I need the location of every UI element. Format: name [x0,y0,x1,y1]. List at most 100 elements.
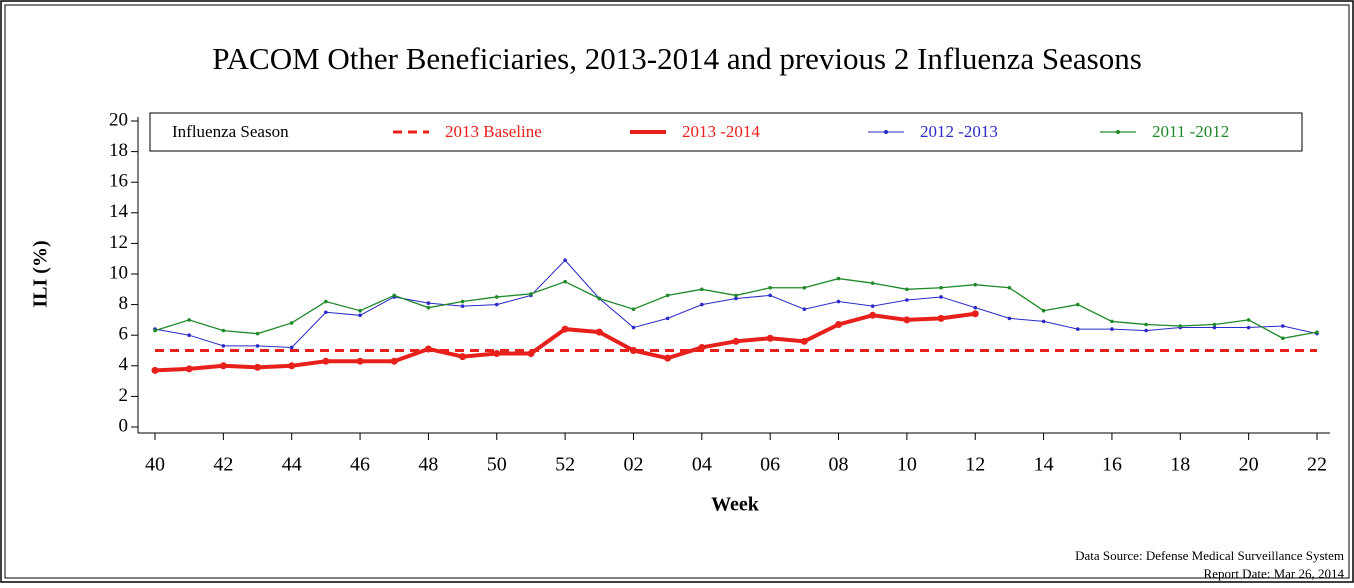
point [732,337,740,345]
x-tick-label: 08 [829,454,849,476]
report-date: Report Date: Mar 26, 2014 [1204,566,1345,581]
point [631,307,636,311]
point [254,363,262,371]
legend-label: 2013 -2014 [682,122,760,141]
point [529,292,533,296]
x-tick-label: 52 [555,454,575,476]
point [460,299,465,304]
y-tick-label: 14 [109,201,129,222]
point [288,362,296,370]
x-tick-label: 42 [213,454,233,476]
x-tick-label: 22 [1307,454,1327,476]
point [700,287,704,292]
x-tick-label: 40 [145,454,165,476]
point [802,285,807,290]
point [289,345,294,350]
y-tick-label: 8 [119,293,129,314]
x-tick-label: 10 [897,454,917,476]
point [289,321,294,325]
point [802,307,807,311]
chart-title: PACOM Other Beneficiaries, 2013-2014 and… [212,41,1142,76]
point [221,344,226,348]
point [869,311,877,319]
point [255,344,260,348]
series-line [154,259,1318,348]
point [219,362,227,370]
point [698,343,706,351]
point [527,350,535,358]
point [597,296,602,301]
point [358,308,362,313]
series-line [154,277,1318,339]
point [700,302,704,307]
x-tick-label: 48 [418,454,438,476]
x-tick-label: 18 [1170,454,1190,476]
point [356,357,364,365]
x-tick-label: 20 [1239,454,1259,476]
point [595,328,603,336]
point [1007,316,1012,321]
point [460,304,465,308]
source-note: Data Source: Defense Medical Surveillanc… [1075,548,1344,563]
x-tick-label: 14 [1034,454,1054,476]
point [153,328,157,333]
x-tick-label: 04 [692,454,712,476]
point [426,301,431,305]
x-tick-label: 50 [487,454,507,476]
legend-label: 2011 -2012 [1152,122,1229,141]
point [493,350,501,358]
point [563,279,567,284]
point [1246,325,1251,330]
point [151,366,159,374]
point [734,293,738,298]
point [185,365,193,373]
legend-marker [884,130,888,134]
x-axis-label: Week [711,494,760,516]
point [665,293,670,298]
point [971,310,979,318]
series-line [154,311,976,373]
point [665,316,670,321]
point [1281,324,1285,328]
point [768,293,772,298]
point [835,320,843,328]
y-tick-label: 10 [109,262,128,283]
point [800,337,808,345]
point [629,347,637,354]
point [390,357,398,365]
point [1007,285,1012,290]
point [494,302,499,307]
point [1110,319,1114,324]
point [494,295,499,299]
legend-label: 2013 Baseline [445,122,542,141]
point [766,334,774,342]
point [1212,322,1217,327]
point [905,287,909,292]
y-tick-label: 20 [109,109,128,130]
y-tick-label: 4 [119,354,129,375]
point [939,295,943,299]
point [1281,336,1285,341]
legend-title: Influenza Season [172,122,289,141]
x-tick-label: 06 [760,454,780,476]
point [870,304,875,308]
y-tick-label: 18 [109,140,128,161]
point [973,305,978,310]
point [1144,322,1148,327]
point [426,305,431,310]
y-tick-label: 16 [109,171,128,192]
point [1041,308,1046,313]
point [1315,330,1319,334]
y-tick-label: 12 [109,232,128,253]
point [870,281,875,285]
x-tick-label: 02 [623,454,643,476]
y-tick-label: 2 [119,385,129,406]
legend-marker [1116,130,1120,134]
y-tick-label: 0 [119,415,129,436]
point [255,331,260,336]
y-tick-label: 6 [119,324,129,345]
point [768,285,772,290]
point [324,299,328,304]
